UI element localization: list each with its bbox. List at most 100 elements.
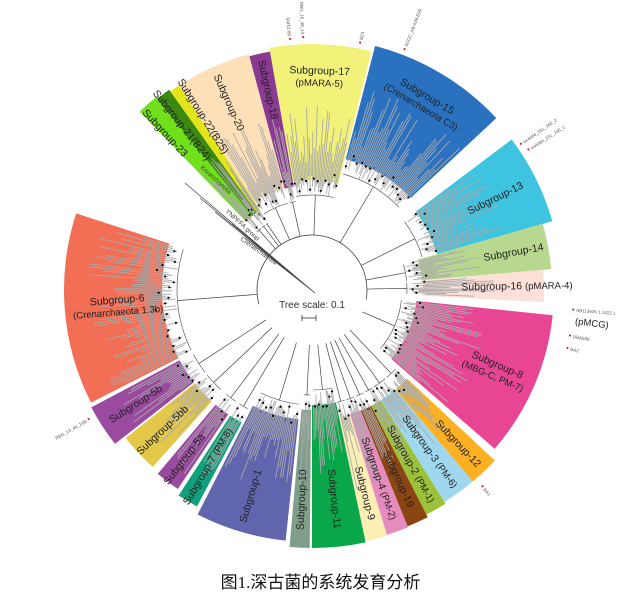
bootstrap-node <box>374 178 377 181</box>
bootstrap-node <box>319 189 322 192</box>
leaf-branch <box>413 275 451 281</box>
leaf-branch <box>144 293 172 296</box>
highlight-marker <box>358 41 362 44</box>
leaf-branch <box>389 352 431 386</box>
leaf-branch <box>383 345 419 374</box>
bootstrap-node <box>415 291 418 294</box>
bootstrap-node <box>280 180 283 183</box>
leaf-branch <box>294 118 303 190</box>
leaf-branch <box>204 417 236 468</box>
leaf-branch <box>360 109 384 166</box>
bootstrap-node <box>433 229 436 233</box>
leaf-branch <box>397 345 416 359</box>
leaf-branch <box>325 152 333 194</box>
leaf-branch <box>417 273 453 279</box>
branch <box>239 403 248 409</box>
leaf-branch <box>125 314 170 324</box>
leaf-branch <box>437 226 477 243</box>
leaf-branch <box>380 391 404 425</box>
bootstrap-node <box>354 400 357 403</box>
bootstrap-node <box>426 242 429 246</box>
wedge-subgroup-9 <box>339 414 388 542</box>
leaf-branch <box>240 413 266 480</box>
branch <box>349 329 392 374</box>
leaf-branch <box>421 249 467 263</box>
leaf-branch <box>294 141 301 184</box>
leaf-label: BA2 <box>566 347 580 354</box>
wedge-subgroup-8 <box>391 300 553 449</box>
leaf-branch <box>331 128 343 184</box>
leaf-branch <box>273 139 286 185</box>
leaf-branch <box>319 392 325 440</box>
leaf-branch <box>437 244 462 253</box>
leaf-branch <box>348 403 370 470</box>
leaf-branch <box>362 401 393 466</box>
leaf-branch <box>108 260 165 270</box>
leaf-branch <box>413 189 450 217</box>
branch <box>263 202 289 215</box>
leaf-branch <box>422 192 481 227</box>
bootstrap-node <box>411 288 414 291</box>
leaf-branch <box>213 414 244 470</box>
leaf-branch <box>395 350 444 386</box>
leaf-branch <box>407 316 478 338</box>
leaf-branch <box>372 397 405 454</box>
leaf-branch <box>278 126 295 199</box>
bootstrap-node <box>380 386 383 390</box>
wedge-subgroup-16 <box>421 269 544 303</box>
highlight-marker <box>519 142 522 145</box>
branch <box>373 378 386 388</box>
leaf-branch <box>402 331 427 344</box>
bootstrap-node <box>161 263 164 267</box>
leaf-branch <box>207 422 236 471</box>
leaf-branch <box>320 110 329 194</box>
leaf-branch <box>326 403 335 461</box>
leaf-branch <box>420 185 489 227</box>
branch <box>176 249 192 351</box>
leaf-branch <box>361 405 384 456</box>
svg-text:RBG_13_46_16B: RBG_13_46_16B <box>54 419 87 441</box>
subgroup-alias: (pMARA-5) <box>295 77 343 90</box>
bootstrap-node <box>406 326 409 329</box>
highlight-marker <box>288 37 292 41</box>
leaf-branch <box>402 307 453 318</box>
leaf-branch <box>208 417 241 474</box>
branch <box>225 393 236 402</box>
leaf-branch <box>330 392 343 452</box>
leaf-branch <box>128 298 176 303</box>
bootstrap-node <box>185 365 188 368</box>
bootstrap-node <box>434 249 438 252</box>
bootstrap-node <box>262 401 265 404</box>
leaf-branch <box>221 143 263 210</box>
bootstrap-node <box>173 260 176 264</box>
leaf-branch <box>306 162 309 192</box>
leaf-branch <box>406 317 433 327</box>
leaf-branch <box>374 141 388 168</box>
leaf-branch <box>273 408 284 446</box>
bootstrap-node <box>413 312 416 315</box>
bootstrap-node <box>288 405 291 408</box>
leaf-branch <box>239 127 275 205</box>
leaf-branch <box>395 177 419 202</box>
leaf-branch <box>381 386 424 443</box>
bootstrap-node <box>208 385 211 388</box>
leaf-branch <box>260 166 278 206</box>
bootstrap-node <box>187 376 190 379</box>
bootstrap-node <box>344 165 348 168</box>
leaf-branch <box>423 185 483 223</box>
leaf-branch <box>398 336 454 367</box>
bootstrap-node <box>415 264 418 267</box>
bootstrap-node <box>407 196 410 199</box>
bootstrap-node <box>309 188 312 191</box>
leaf-label: RBG_16_48_13 <box>299 2 305 39</box>
leaf-branch <box>286 133 296 187</box>
leaf-branch <box>406 302 466 311</box>
leaf-branch <box>223 137 262 203</box>
branch <box>364 387 373 393</box>
bootstrap-node <box>304 403 308 406</box>
leaf-branch <box>406 313 482 335</box>
bootstrap-node <box>430 236 434 239</box>
leaf-branch <box>300 409 304 438</box>
bootstrap-node <box>166 253 170 257</box>
